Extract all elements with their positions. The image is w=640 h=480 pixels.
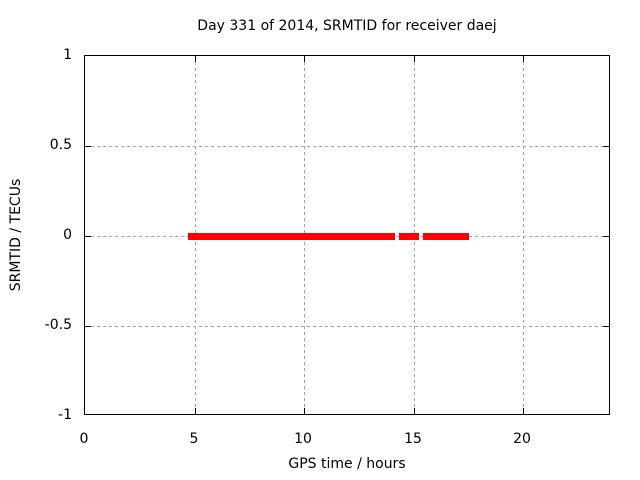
y-tick-label: 0 [63,227,72,243]
grid-line-vertical [523,56,524,414]
x-tick-mark-bottom [304,408,305,414]
x-tick-mark-top [414,56,415,62]
x-tick-mark-top [523,56,524,62]
y-tick-mark-left [85,146,91,147]
plot-area [84,55,610,415]
grid-line-horizontal [85,146,609,147]
x-tick-label: 5 [189,431,199,447]
grid-line-horizontal [85,326,609,327]
x-tick-mark-bottom [414,408,415,414]
x-tick-mark-bottom [523,408,524,414]
chart-title: Day 331 of 2014, SRMTID for receiver dae… [197,18,497,34]
y-tick-mark-right [603,146,609,147]
x-tick-label: 0 [79,431,89,447]
data-segment [188,233,395,240]
x-tick-label: 10 [294,431,312,447]
x-tick-mark-top [195,56,196,62]
x-tick-mark-bottom [195,408,196,414]
y-tick-mark-right [603,326,609,327]
y-tick-label: 0.5 [49,137,72,153]
x-tick-label: 20 [513,431,531,447]
data-segment [423,233,469,240]
y-tick-label: -0.5 [44,317,72,333]
x-axis-label: GPS time / hours [288,456,406,472]
y-tick-mark-left [85,326,91,327]
x-tick-mark-top [304,56,305,62]
y-tick-mark-right [603,236,609,237]
y-tick-mark-left [85,236,91,237]
y-tick-label: -1 [58,407,72,423]
data-segment [399,233,419,240]
x-tick-label: 15 [404,431,422,447]
y-tick-label: 1 [63,47,72,63]
